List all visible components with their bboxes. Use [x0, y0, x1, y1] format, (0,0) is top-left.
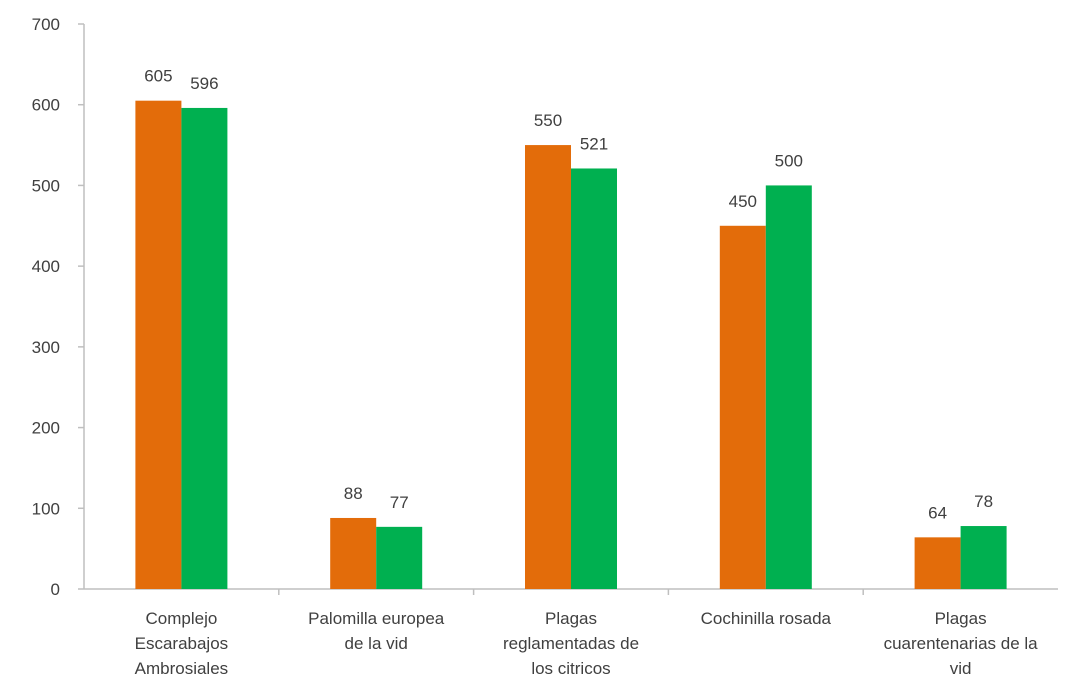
data-label-series-1-category-5: 64 [928, 503, 947, 522]
category-label-line: Ambrosiales [135, 659, 229, 678]
category-label-line: Cochinilla rosada [701, 609, 832, 628]
category-label-line: vid [950, 659, 972, 678]
data-label-series-1-category-3: 550 [534, 111, 562, 130]
data-label-series-2-category-4: 500 [775, 151, 803, 170]
bars [135, 100, 1007, 590]
category-label-line: Plagas [935, 609, 987, 628]
bar-series-2-category-3 [571, 168, 617, 589]
bar-series-1-category-5 [914, 537, 961, 589]
category-labels: Complejo Escarabajos Ambrosiales Palomilla … [135, 609, 1039, 678]
category-label-line: cuarentenarias de la [884, 634, 1039, 653]
bar-series-1-category-2 [330, 517, 377, 589]
y-tick-label: 700 [32, 15, 60, 34]
data-label-series-1-category-4: 450 [729, 192, 757, 211]
y-tick-label: 100 [32, 499, 60, 518]
category-label-line: Plagas [545, 609, 597, 628]
category-label-line: reglamentadas de [503, 634, 639, 653]
bar-series-1-category-3 [525, 145, 571, 590]
y-tick-label: 200 [32, 419, 60, 438]
y-tick-label: 400 [32, 257, 60, 276]
bar-series-2-category-1 [181, 107, 228, 589]
bar-series-1-category-1 [135, 100, 182, 589]
category-label-2: Palomilla europea de la vid [308, 609, 445, 653]
category-label-4: Cochinilla rosada [701, 609, 832, 628]
data-label-series-1-category-1: 605 [144, 67, 172, 86]
bar-series-2-category-2 [376, 526, 423, 589]
y-tick-label: 600 [32, 96, 60, 115]
data-label-series-2-category-5: 78 [974, 492, 993, 511]
y-tick-label: 0 [51, 580, 60, 599]
data-labels: 605 596 88 77 550 521 450 500 64 78 [144, 67, 993, 523]
data-label-series-1-category-2: 88 [344, 484, 363, 503]
x-axis [84, 588, 1058, 595]
data-label-series-2-category-3: 521 [580, 134, 608, 153]
category-label-3: Plagas reglamentadas de los citricos [503, 609, 639, 678]
category-label-1: Complejo Escarabajos Ambrosiales [135, 609, 229, 678]
bar-series-1-category-4 [719, 225, 766, 590]
category-label-line: Palomilla europea [308, 609, 445, 628]
y-tick-label: 500 [32, 176, 60, 195]
category-label-5: Plagas cuarentenarias de la vid [884, 609, 1039, 678]
y-tick-label: 300 [32, 338, 60, 357]
y-axis: 0 100 200 300 400 500 600 700 [32, 15, 85, 599]
category-label-line: Complejo [145, 609, 217, 628]
bar-series-2-category-5 [960, 526, 1007, 589]
data-label-series-2-category-1: 596 [190, 74, 218, 93]
data-label-series-2-category-2: 77 [390, 493, 409, 512]
category-label-line: Escarabajos [135, 634, 229, 653]
category-label-line: los citricos [531, 659, 610, 678]
bar-series-2-category-4 [765, 185, 812, 589]
category-label-line: de la vid [345, 634, 408, 653]
